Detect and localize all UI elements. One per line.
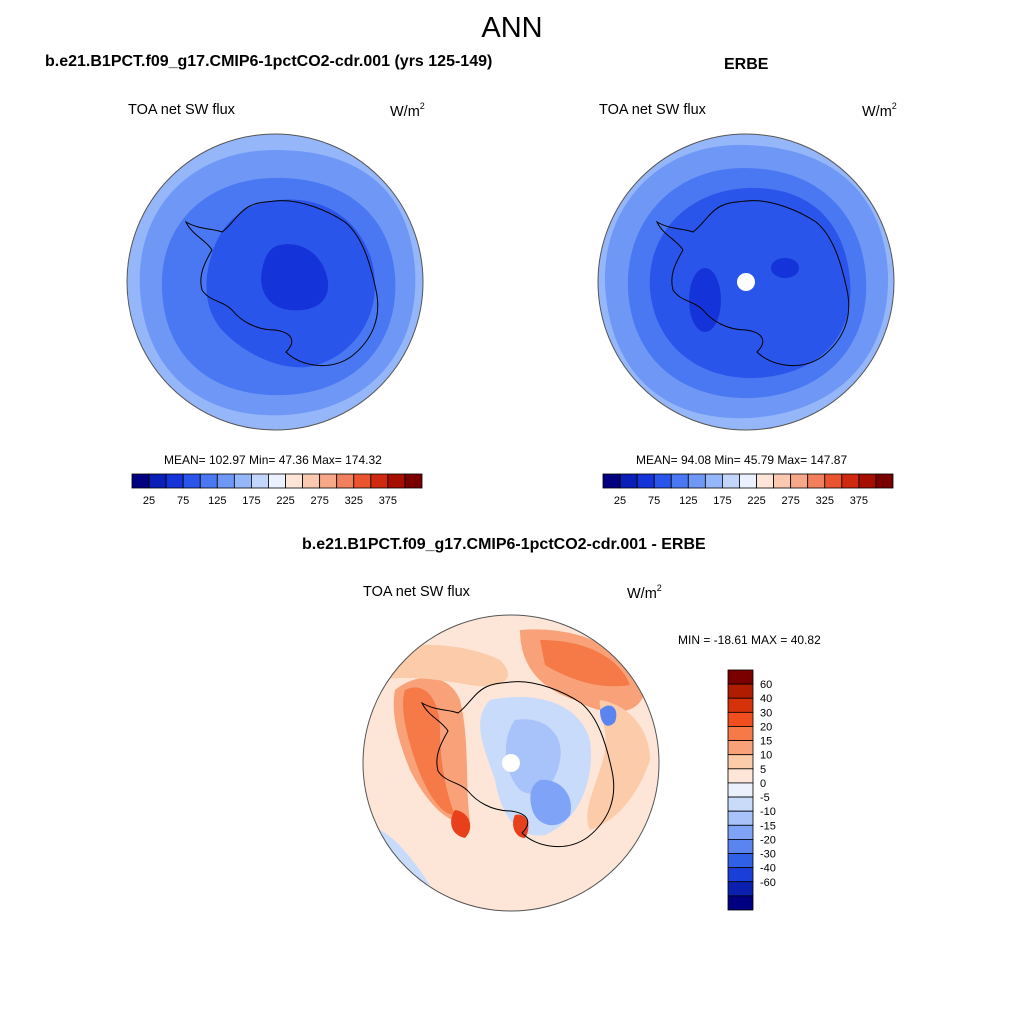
obs-field-label: TOA net SW flux [599, 102, 706, 118]
diff-colorbar-tick-label: -10 [760, 806, 776, 818]
model-antarctica-outline [184, 200, 379, 367]
diff-light-east [587, 700, 650, 830]
diff-pole-hole [502, 754, 520, 772]
obs-colorbar-tick-label: 225 [747, 495, 765, 507]
diff-hot-s [513, 814, 529, 838]
model-field-label: TOA net SW flux [128, 102, 235, 118]
diff-colorbar-box [727, 853, 754, 869]
diff-colorbar-tick-label: -30 [760, 849, 776, 861]
obs-colorbar-tick-label: 275 [781, 495, 799, 507]
model-units: W/m2 [390, 101, 425, 120]
diff-colorbar-box [727, 711, 754, 727]
diff-colorbar-tick-label: 40 [760, 693, 772, 705]
obs-panel-title: ERBE [724, 56, 769, 73]
model-stats: MEAN= 102.97 Min= 47.36 Max= 174.32 [164, 453, 382, 467]
diff-map-border [362, 614, 660, 912]
diff-colorbar-tick-label: 5 [760, 764, 766, 776]
diff-antarctica-outline [420, 681, 615, 848]
model-colorbar-tick-label: 225 [276, 495, 294, 507]
diff-colorbar-tick-label: 0 [760, 778, 766, 790]
diff-stats: MIN = -18.61 MAX = 40.82 [678, 633, 821, 647]
diff-cold-edge-ne [600, 705, 617, 726]
diff-cold-spot [530, 779, 571, 826]
obs-map-border [597, 133, 895, 431]
obs-colorbar: 25 75 125 175 225 275 325 375 [602, 473, 894, 507]
diff-colorbar-tick-label: 30 [760, 707, 772, 719]
diff-cooler-interior [505, 719, 561, 794]
obs-antarctica-outline [655, 200, 850, 367]
model-map-border [126, 133, 424, 431]
obs-colorbar-box [875, 473, 894, 489]
diff-colorbar-box [727, 683, 754, 699]
model-panel-title: b.e21.B1PCT.f09_g17.CMIP6-1pctCO2-cdr.00… [45, 53, 493, 70]
diff-colorbar-box [727, 867, 754, 883]
diff-colorbar-box [727, 810, 754, 826]
diff-hot-ne [540, 640, 630, 687]
diff-hot-sw [451, 810, 471, 838]
model-colorbar: 25 75 125 175 225 275 325 375 [131, 473, 423, 507]
model-colorbar-box [404, 473, 423, 489]
obs-colorbar-tick-label: 125 [679, 495, 697, 507]
diff-colorbar-box [727, 754, 754, 770]
obs-colorbar-tick-label: 175 [713, 495, 731, 507]
model-colorbar-tick-label: 175 [242, 495, 260, 507]
obs-units: W/m2 [862, 101, 897, 120]
diff-light-nw [380, 644, 509, 687]
obs-colorbar-tick-label: 75 [648, 495, 660, 507]
diff-colorbar-box [727, 824, 754, 840]
diff-panel-title: b.e21.B1PCT.f09_g17.CMIP6-1pctCO2-cdr.00… [302, 536, 706, 553]
diff-cool-sw [380, 830, 430, 885]
obs-colorbar-tick-label: 325 [816, 495, 834, 507]
diff-colorbar-box [727, 895, 754, 911]
diff-colorbar-tick-label: -5 [760, 792, 770, 804]
diff-colorbar-box [727, 726, 754, 741]
obs-low-region-east [771, 258, 799, 278]
diff-colorbar-box [727, 796, 754, 812]
diff-colorbar-box [727, 697, 754, 713]
diff-colorbar: 60 40 30 20 15 10 5 0 -5 -10 -15 -20 -30 -40 -60 [727, 669, 776, 911]
model-colorbar-tick-label: 375 [379, 495, 397, 507]
diff-colorbar-box [727, 881, 754, 897]
diff-colorbar-tick-label: -20 [760, 834, 776, 846]
model-colorbar-tick-label: 125 [208, 495, 226, 507]
obs-stats: MEAN= 94.08 Min= 45.79 Max= 147.87 [636, 453, 848, 467]
diff-colorbar-tick-label: 15 [760, 736, 772, 748]
diff-colorbar-box [727, 782, 754, 798]
diff-colorbar-box [727, 669, 754, 685]
diff-hot-west [403, 687, 455, 815]
obs-pole-hole [737, 273, 755, 291]
model-colorbar-tick-label: 75 [177, 495, 189, 507]
diff-colorbar-tick-label: 10 [760, 750, 772, 762]
obs-colorbar-tick-label: 375 [850, 495, 868, 507]
figure-title: ANN [481, 12, 543, 44]
diff-colorbar-tick-label: 20 [760, 721, 772, 733]
diff-units: W/m2 [627, 583, 662, 602]
diff-colorbar-tick-label: -15 [760, 820, 776, 832]
obs-low-region-west [689, 268, 721, 332]
model-colorbar-tick-label: 25 [143, 495, 155, 507]
obs-colorbar-tick-label: 25 [614, 495, 626, 507]
diff-colorbar-tick-label: 60 [760, 679, 772, 691]
diff-field-label: TOA net SW flux [363, 584, 470, 600]
model-plateau-fill [261, 244, 329, 311]
diff-colorbar-tick-label: -40 [760, 863, 776, 875]
diff-colorbar-box [727, 768, 754, 784]
diff-colorbar-box [727, 740, 754, 756]
model-colorbar-tick-label: 275 [310, 495, 328, 507]
diff-colorbar-tick-label: -60 [760, 877, 776, 889]
diff-colorbar-box [727, 839, 754, 854]
model-colorbar-tick-label: 325 [345, 495, 363, 507]
